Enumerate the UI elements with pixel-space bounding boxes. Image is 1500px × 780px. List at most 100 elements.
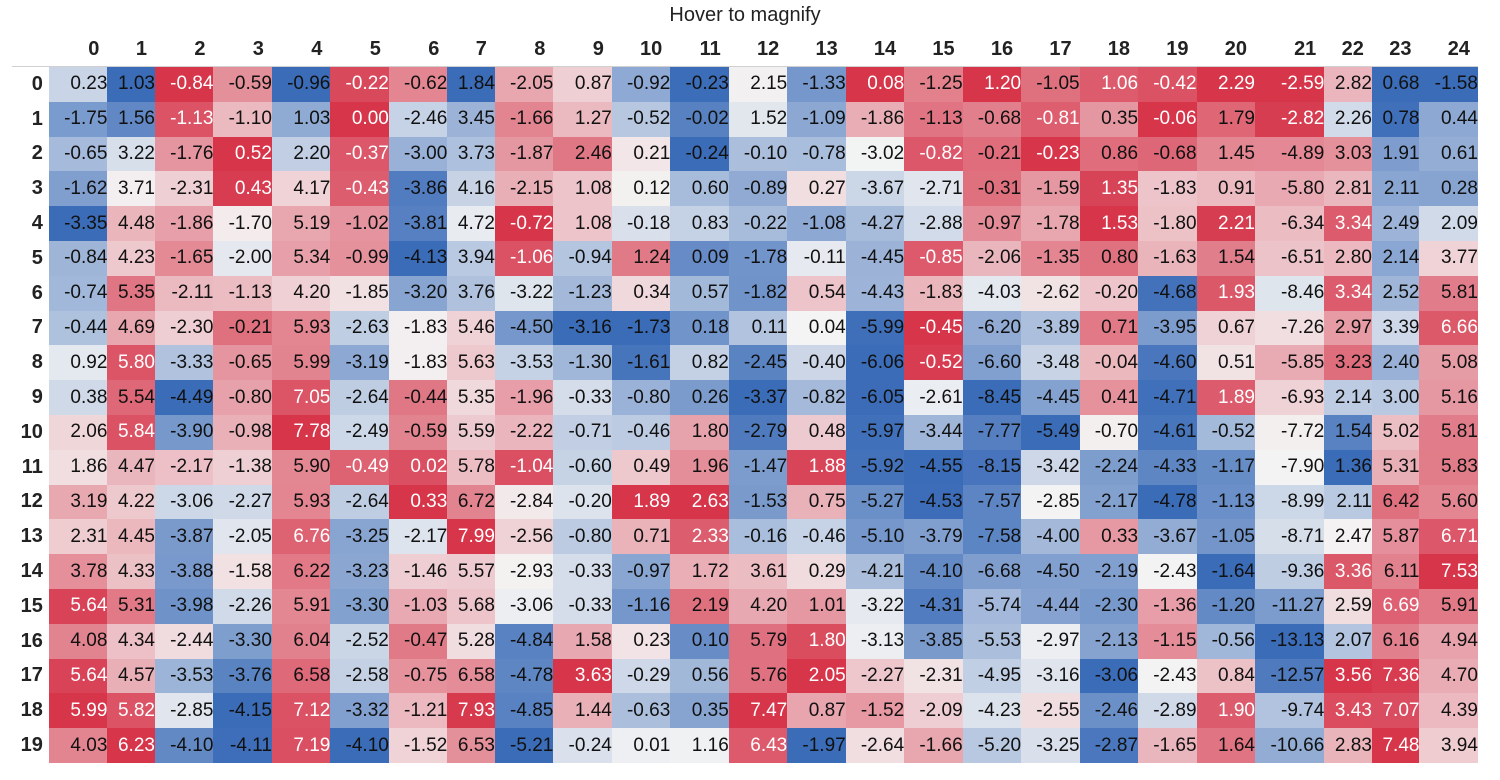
heatmap-cell[interactable]: -0.11: [787, 240, 846, 276]
heatmap-cell[interactable]: 5.63: [447, 345, 495, 381]
heatmap-cell[interactable]: 5.99: [271, 345, 331, 381]
heatmap-cell[interactable]: 4.03: [48, 728, 108, 763]
heatmap-cell[interactable]: 3.61: [728, 554, 788, 589]
heatmap-cell[interactable]: -4.10: [154, 728, 214, 763]
heatmap-cell[interactable]: -2.55: [1021, 693, 1080, 729]
heatmap-cell[interactable]: -0.02: [670, 101, 729, 137]
heatmap-cell[interactable]: -10.66: [1254, 728, 1325, 763]
heatmap-cell[interactable]: 1.08: [553, 171, 612, 207]
heatmap-cell[interactable]: 7.07: [1371, 693, 1420, 729]
heatmap-cell[interactable]: -2.15: [494, 171, 554, 207]
heatmap-cell[interactable]: 1.96: [670, 449, 729, 485]
heatmap-cell[interactable]: 1.54: [1196, 240, 1255, 276]
heatmap-cell[interactable]: -0.52: [904, 345, 963, 381]
heatmap-cell[interactable]: 7.78: [271, 414, 331, 450]
heatmap-cell[interactable]: -5.85: [1254, 345, 1325, 381]
heatmap-cell[interactable]: -2.49: [330, 414, 389, 450]
heatmap-cell[interactable]: -0.06: [1138, 101, 1197, 137]
heatmap-cell[interactable]: -2.22: [494, 414, 554, 450]
heatmap-cell[interactable]: -0.82: [787, 380, 846, 415]
heatmap-cell[interactable]: 1.01: [787, 588, 846, 624]
heatmap-cell[interactable]: -3.53: [494, 345, 554, 381]
heatmap-cell[interactable]: 7.19: [271, 728, 331, 763]
heatmap-cell[interactable]: -0.33: [553, 554, 612, 589]
heatmap-cell[interactable]: 1.56: [107, 101, 155, 137]
heatmap-cell[interactable]: -2.97: [1021, 623, 1080, 659]
heatmap-cell[interactable]: -1.65: [154, 240, 214, 276]
heatmap-cell[interactable]: -4.23: [962, 693, 1022, 729]
heatmap-cell[interactable]: -0.84: [154, 66, 214, 102]
heatmap-cell[interactable]: -4.15: [213, 693, 272, 729]
heatmap-cell[interactable]: -1.21: [388, 693, 448, 729]
heatmap-cell[interactable]: 5.08: [1419, 345, 1478, 381]
heatmap-cell[interactable]: -4.50: [1021, 554, 1080, 589]
heatmap-cell[interactable]: -1.73: [611, 310, 671, 346]
heatmap-cell[interactable]: -2.31: [154, 171, 214, 207]
heatmap-cell[interactable]: 1.86: [48, 449, 108, 485]
heatmap-cell[interactable]: 0.43: [213, 171, 272, 207]
heatmap-cell[interactable]: 0.87: [553, 66, 612, 102]
heatmap-cell[interactable]: 7.47: [728, 693, 788, 729]
heatmap-cell[interactable]: 5.91: [271, 588, 331, 624]
heatmap-cell[interactable]: -2.43: [1138, 658, 1197, 694]
heatmap-cell[interactable]: 4.47: [107, 449, 155, 485]
heatmap-cell[interactable]: -1.08: [787, 206, 846, 241]
heatmap-cell[interactable]: -1.16: [611, 588, 671, 624]
heatmap-cell[interactable]: -3.25: [330, 519, 389, 555]
heatmap-cell[interactable]: -7.77: [962, 414, 1022, 450]
heatmap-cell[interactable]: 5.76: [728, 658, 788, 694]
heatmap-cell[interactable]: -4.00: [1021, 519, 1080, 555]
heatmap-cell[interactable]: 0.44: [1419, 101, 1478, 137]
heatmap-cell[interactable]: 5.34: [271, 240, 331, 276]
heatmap-cell[interactable]: -0.18: [611, 206, 671, 241]
heatmap-cell[interactable]: 4.72: [447, 206, 495, 241]
heatmap-cell[interactable]: -5.49: [1021, 414, 1080, 450]
heatmap-cell[interactable]: 0.54: [787, 275, 846, 311]
heatmap-cell[interactable]: 0.21: [611, 136, 671, 172]
heatmap-cell[interactable]: -1.13: [1196, 484, 1255, 520]
heatmap-cell[interactable]: 4.33: [107, 554, 155, 589]
heatmap-cell[interactable]: -4.49: [154, 380, 214, 415]
heatmap-cell[interactable]: -1.64: [1196, 554, 1255, 589]
heatmap-cell[interactable]: -4.50: [494, 310, 554, 346]
heatmap-cell[interactable]: -3.90: [154, 414, 214, 450]
heatmap-cell[interactable]: -4.84: [494, 623, 554, 659]
heatmap-cell[interactable]: -1.53: [728, 484, 788, 520]
heatmap-cell[interactable]: -4.44: [1021, 588, 1080, 624]
heatmap-cell[interactable]: 7.48: [1371, 728, 1420, 763]
heatmap-cell[interactable]: -0.82: [904, 136, 963, 172]
heatmap-cell[interactable]: -0.59: [213, 66, 272, 102]
heatmap-cell[interactable]: -3.33: [154, 345, 214, 381]
heatmap-cell[interactable]: -3.00: [388, 136, 448, 172]
heatmap-cell[interactable]: -5.92: [845, 449, 905, 485]
heatmap-cell[interactable]: -1.66: [904, 728, 963, 763]
heatmap-cell[interactable]: -2.05: [213, 519, 272, 555]
heatmap-cell[interactable]: -1.96: [494, 380, 554, 415]
heatmap-cell[interactable]: 0.71: [611, 519, 671, 555]
heatmap-cell[interactable]: 2.29: [1196, 66, 1255, 102]
heatmap-cell[interactable]: 0.86: [1079, 136, 1139, 172]
heatmap-cell[interactable]: 2.15: [728, 66, 788, 102]
heatmap-cell[interactable]: 3.94: [447, 240, 495, 276]
heatmap-cell[interactable]: 5.28: [447, 623, 495, 659]
heatmap-cell[interactable]: 0.82: [670, 345, 729, 381]
heatmap-cell[interactable]: -6.93: [1254, 380, 1325, 415]
heatmap-cell[interactable]: 5.31: [1371, 449, 1420, 485]
heatmap-cell[interactable]: -1.63: [1138, 240, 1197, 276]
heatmap-cell[interactable]: -2.59: [1254, 66, 1325, 102]
heatmap-cell[interactable]: 0.51: [1196, 345, 1255, 381]
heatmap-cell[interactable]: 1.27: [553, 101, 612, 137]
heatmap-cell[interactable]: -0.98: [213, 414, 272, 450]
heatmap-cell[interactable]: 7.12: [271, 693, 331, 729]
heatmap-cell[interactable]: -3.67: [1138, 519, 1197, 555]
heatmap-cell[interactable]: 2.59: [1324, 588, 1372, 624]
heatmap-cell[interactable]: -0.21: [213, 310, 272, 346]
heatmap-cell[interactable]: -4.11: [213, 728, 272, 763]
heatmap-cell[interactable]: -8.99: [1254, 484, 1325, 520]
heatmap-cell[interactable]: -0.85: [904, 240, 963, 276]
heatmap-cell[interactable]: 6.43: [728, 728, 788, 763]
heatmap-cell[interactable]: 1.80: [787, 623, 846, 659]
heatmap-cell[interactable]: 4.70: [1419, 658, 1478, 694]
heatmap-cell[interactable]: 3.43: [1324, 693, 1372, 729]
heatmap-cell[interactable]: 4.23: [107, 240, 155, 276]
